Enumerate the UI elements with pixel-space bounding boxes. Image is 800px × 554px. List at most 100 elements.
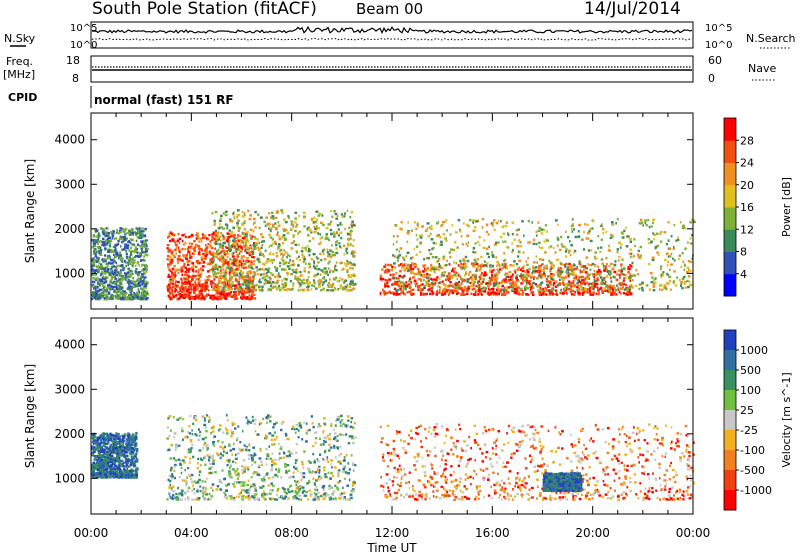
power-echo-cell — [434, 267, 438, 271]
power-echo-cell — [250, 266, 253, 270]
velocity-echo-cell — [116, 468, 119, 471]
power-echo-cell — [106, 242, 109, 245]
power-echo-cell — [124, 298, 127, 301]
power-echo-cell — [587, 249, 590, 252]
power-echo-cell — [586, 291, 589, 294]
power-echo-cell — [170, 252, 174, 255]
power-echo-cell — [600, 286, 603, 289]
power-echo-cell — [217, 295, 220, 299]
power-echo-cell — [218, 279, 221, 283]
power-echo-cell — [505, 286, 508, 289]
power-echo-cell — [605, 275, 609, 278]
power-echo-cell — [603, 278, 606, 281]
power-echo-cell — [126, 280, 130, 283]
power-echo-cell — [142, 244, 145, 248]
power-echo-cell — [97, 239, 100, 242]
power-echo-cell — [95, 269, 98, 272]
power-echo-cell — [239, 250, 243, 253]
power-echo-cell — [660, 273, 664, 277]
power-echo-cell — [245, 237, 248, 240]
power-echo-cell — [312, 253, 316, 256]
power-echo-cell — [233, 269, 236, 273]
power-echo-cell — [523, 275, 527, 278]
power-echo-cell — [95, 240, 98, 244]
velocity-echo-cell — [134, 439, 137, 442]
power-echo-cell — [473, 293, 477, 296]
power-echo-cell — [92, 264, 96, 267]
power-echo-cell — [103, 233, 105, 236]
power-echo-cell — [591, 287, 594, 290]
power-echo-cell — [174, 243, 178, 247]
power-echo-cell — [472, 264, 474, 267]
power-echo-cell — [487, 284, 491, 287]
velocity-echoes — [91, 414, 695, 501]
power-echo-cell — [613, 263, 617, 267]
power-echo-cell — [220, 284, 223, 287]
power-echo-cell — [237, 278, 240, 282]
power-echo-cell — [264, 224, 267, 227]
power-echo-cell — [351, 253, 355, 256]
power-echo-cell — [496, 264, 498, 268]
power-echo-cell — [350, 252, 353, 255]
power-echo-cell — [543, 290, 545, 293]
power-echo-cell — [414, 272, 417, 276]
power-echo-cell — [445, 263, 448, 267]
power-echo-cell — [302, 211, 306, 214]
power-echo-cell — [687, 260, 691, 263]
power-echo-cell — [198, 247, 201, 251]
power-echo-cell — [134, 285, 137, 288]
velocity-echo-cell — [97, 438, 100, 441]
power-echo-cell — [217, 257, 219, 260]
power-echo-cell — [316, 264, 318, 268]
power-echo-cell — [244, 240, 247, 244]
power-echo-cell — [267, 281, 271, 284]
power-echo-cell — [446, 274, 449, 278]
power-echo-cell — [145, 270, 148, 273]
power-echo-cell — [608, 249, 612, 252]
power-echo-cell — [478, 289, 480, 293]
power-echo-cell — [141, 249, 143, 252]
power-echo-cell — [190, 288, 193, 291]
power-echo-cell — [491, 274, 493, 277]
power-echo-cell — [475, 262, 479, 266]
power-echo-cell — [465, 287, 468, 290]
power-echo-cell — [526, 280, 529, 283]
power-echo-cell — [567, 266, 570, 269]
power-echo-cell — [240, 257, 243, 260]
power-echo-cell — [112, 230, 115, 233]
power-echo-cell — [465, 289, 469, 293]
power-echo-cell — [281, 259, 285, 262]
power-echo-cell — [472, 285, 475, 288]
power-echo-cell — [112, 272, 116, 275]
power-echo-cell — [431, 278, 433, 281]
power-echo-cell — [194, 284, 197, 287]
power-echo-cell — [180, 277, 183, 281]
power-echo-cell — [133, 243, 136, 247]
power-echo-cell — [119, 273, 122, 276]
power-echo-cell — [638, 257, 642, 260]
power-echo-cell — [143, 234, 147, 238]
power-echo-cell — [485, 223, 489, 226]
power-echo-cell — [193, 249, 197, 253]
power-echo-cell — [143, 245, 147, 249]
power-echo-cell — [625, 276, 628, 280]
power-echo-cell — [483, 286, 486, 289]
power-echo-cell — [143, 243, 146, 247]
power-echo-cell — [478, 286, 481, 289]
power-echo-cell — [665, 282, 669, 285]
power-echo-cell — [328, 253, 331, 256]
power-echo-cell — [593, 280, 597, 283]
power-echo-cell — [131, 263, 134, 266]
power-echo-cell — [552, 293, 555, 296]
power-echo-cell — [307, 271, 311, 274]
power-echo-cell — [550, 276, 553, 280]
power-echo-cell — [572, 272, 575, 275]
power-echo-cell — [172, 233, 175, 237]
power-echo-cell — [274, 275, 277, 279]
power-echo-cell — [578, 262, 582, 266]
power-echo-cell — [682, 275, 686, 279]
power-echo-cell — [214, 255, 218, 258]
power-echo-cell — [231, 253, 234, 256]
power-echo-cell — [178, 268, 181, 271]
power-echo-cell — [399, 227, 403, 230]
